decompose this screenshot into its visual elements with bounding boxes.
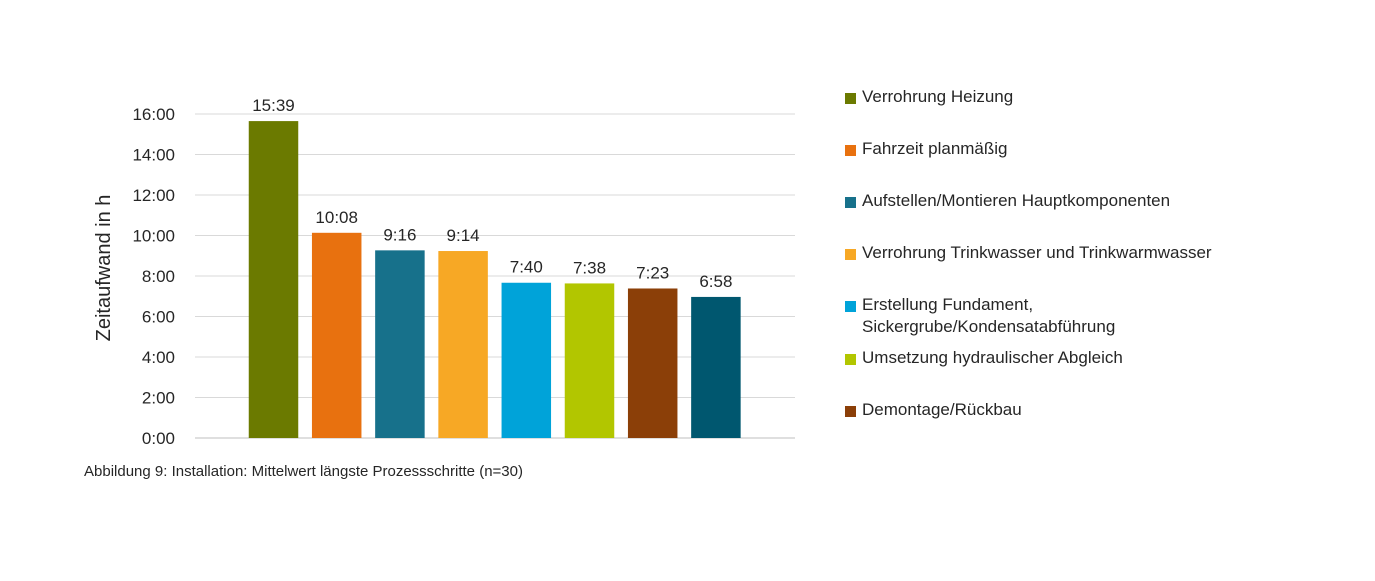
legend-label: Aufstellen/Montieren Hauptkomponenten	[862, 191, 1171, 210]
bar-value-label: 7:23	[636, 263, 669, 282]
y-axis-ticks: 0:00 2:00 4:00 6:00 8:00 10:00 12:00 14:00 16:00	[132, 105, 175, 448]
legend-swatch	[845, 406, 856, 417]
legend-swatch	[845, 145, 856, 156]
legend-label: Umsetzung hydraulischer Abgleich	[862, 348, 1123, 367]
y-tick-label: 4:00	[142, 348, 175, 367]
bar	[627, 288, 678, 438]
legend-swatch	[845, 249, 856, 260]
legend-label: Verrohrung Trinkwasser und Trinkwarmwass…	[862, 243, 1212, 262]
bar-value-label: 9:16	[383, 225, 416, 244]
bar-value-label: 7:40	[510, 258, 543, 277]
bar-chart: 0:00 2:00 4:00 6:00 8:00 10:00 12:00 14:00 16:00…	[93, 96, 795, 448]
legend-item: Umsetzung hydraulischer Abgleich	[845, 347, 1123, 369]
legend-label: Demontage/Rückbau	[862, 400, 1022, 419]
legend-label: Fahrzeit planmäßig	[862, 139, 1008, 158]
legend-item: Aufstellen/Montieren Hauptkomponenten	[845, 190, 1170, 212]
legend-swatch	[845, 93, 856, 104]
figure-caption: Abbildung 9: Installation: Mittelwert lä…	[84, 463, 523, 480]
bar	[311, 232, 362, 438]
y-tick-label: 14:00	[132, 146, 175, 165]
legend-item: Erstellung Fundament, Sickergrube/Konden…	[845, 294, 1115, 338]
legend-label: Verrohrung Heizung	[862, 87, 1014, 106]
bar	[691, 296, 741, 438]
y-tick-label: 12:00	[132, 186, 175, 205]
bar	[375, 250, 425, 438]
bar	[438, 251, 488, 438]
bar-value-label: 6:58	[699, 272, 732, 291]
legend-swatch	[845, 301, 856, 312]
bar	[501, 282, 552, 438]
legend-swatch	[845, 354, 856, 365]
bar-value-label: 10:08	[315, 208, 358, 227]
legend-item: Verrohrung Heizung	[845, 86, 1013, 108]
y-tick-label: 10:00	[132, 227, 175, 246]
bar-value-label: 9:14	[447, 226, 480, 245]
bar	[248, 121, 299, 439]
y-axis-title: Zeitaufwand in h	[93, 195, 115, 342]
legend-item: Fahrzeit planmäßig	[845, 138, 1008, 160]
y-tick-label: 8:00	[142, 267, 175, 286]
legend-item: Verrohrung Trinkwasser und Trinkwarmwass…	[845, 242, 1212, 264]
legend-label: Erstellung Fundament, Sickergrube/Konden…	[862, 295, 1116, 336]
legend-item: Demontage/Rückbau	[845, 399, 1022, 421]
data-labels: 15:39 10:08 9:16 9:14 7:40 7:38 7:23 6:58	[252, 96, 732, 291]
bars	[248, 121, 741, 439]
bar	[564, 283, 615, 438]
y-tick-label: 2:00	[142, 389, 175, 408]
bar-value-label: 7:38	[573, 258, 606, 277]
bar-value-label: 15:39	[252, 96, 295, 115]
y-tick-label: 0:00	[142, 429, 175, 448]
legend-swatch	[845, 197, 856, 208]
y-tick-label: 16:00	[132, 105, 175, 124]
y-tick-label: 6:00	[142, 308, 175, 327]
